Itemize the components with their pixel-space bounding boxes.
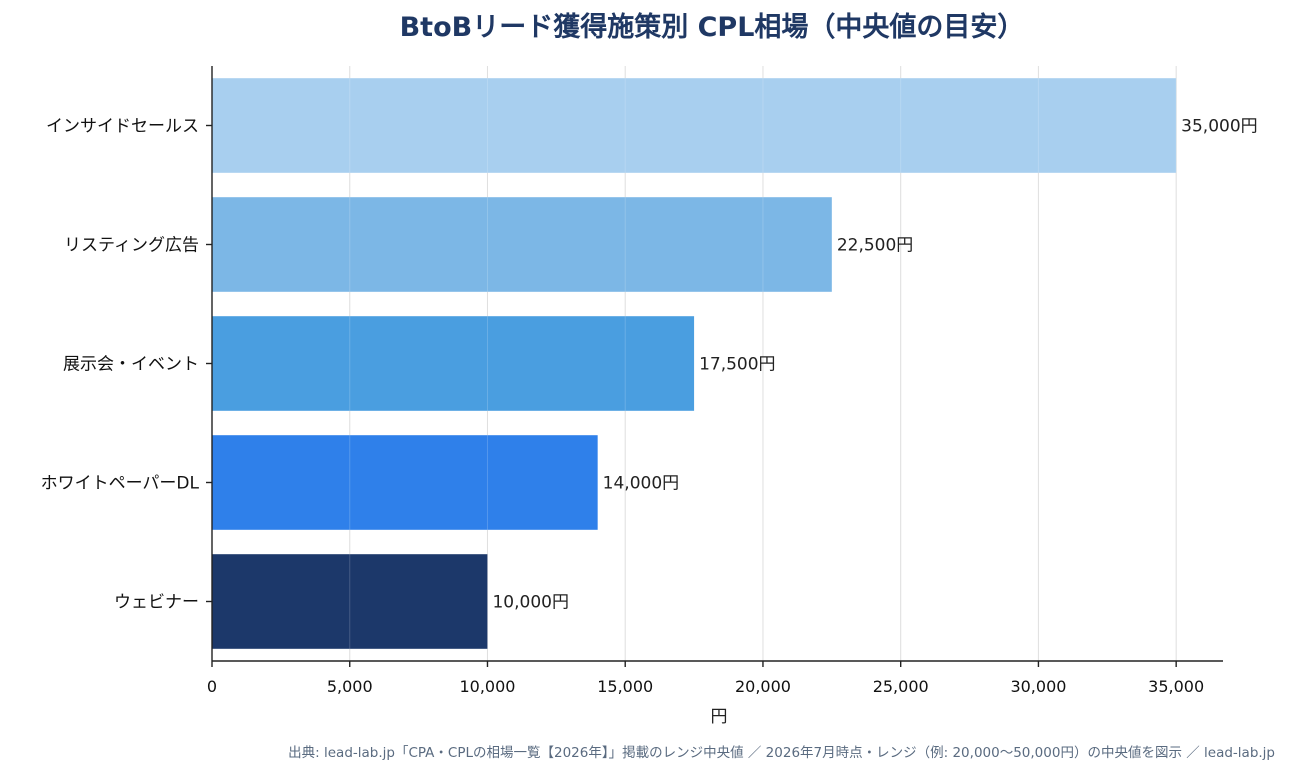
data-label: 35,000円: [1181, 117, 1257, 137]
data-label: 17,500円: [699, 355, 775, 375]
data-label: 14,000円: [603, 474, 679, 494]
x-tick-label: 25,000: [873, 677, 929, 696]
x-tick-label: 30,000: [1010, 677, 1066, 696]
bar: [212, 78, 1177, 173]
bar: [212, 197, 832, 292]
x-tick-label: 35,000: [1148, 677, 1204, 696]
bar-layer: [212, 66, 1177, 661]
category-label: ウェビナー: [114, 593, 199, 613]
source-note: 出典: lead-lab.jp「CPA・CPLの相場一覧【2026年】」掲載のレ…: [288, 744, 1275, 761]
chart-title: BtoBリード獲得施策別 CPL相場（中央値の目安）: [400, 11, 1025, 43]
category-label: 展示会・イベント: [63, 355, 199, 375]
x-tick-label: 15,000: [597, 677, 653, 696]
bar: [212, 316, 695, 411]
category-label: インサイドセールス: [46, 117, 199, 137]
category-label: ホワイトペーパーDL: [41, 474, 200, 494]
data-label: 10,000円: [492, 593, 568, 613]
label-layer: 35,000円 インサイドセールス 22,500円 リスティング広告 17,500円 展示…: [41, 117, 1258, 697]
x-tick-label: 0: [207, 677, 217, 696]
category-label: リスティング広告: [64, 236, 199, 256]
bar: [212, 554, 488, 649]
x-axis-label: 円: [711, 707, 728, 727]
axis-layer: [206, 66, 1223, 667]
bar: [212, 435, 598, 530]
x-tick-label: 5,000: [327, 677, 373, 696]
x-tick-label: 10,000: [459, 677, 515, 696]
x-tick-label: 20,000: [735, 677, 791, 696]
data-label: 22,500円: [837, 236, 913, 256]
